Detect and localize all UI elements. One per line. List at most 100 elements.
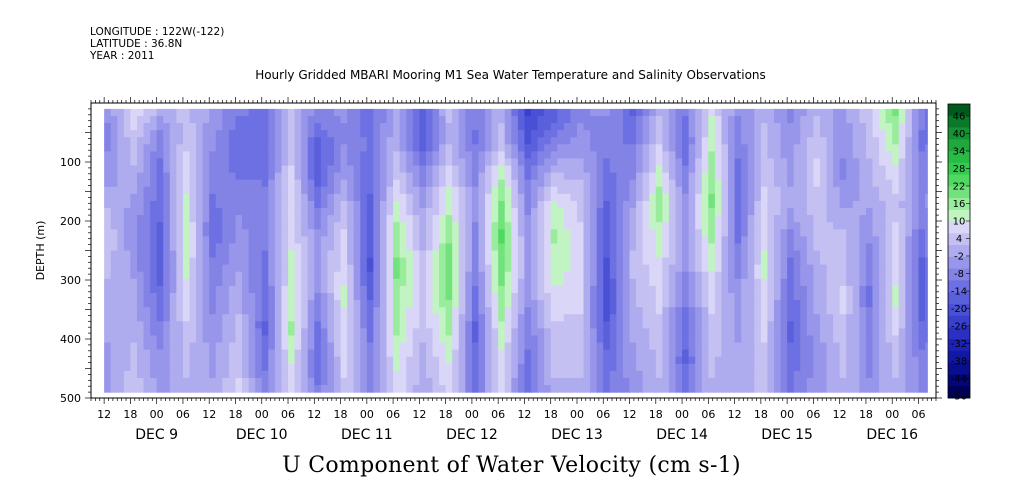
heatmap-cell bbox=[603, 123, 611, 131]
heatmap-cell bbox=[576, 222, 585, 230]
heatmap-cell bbox=[406, 130, 414, 138]
heatmap-cell bbox=[590, 349, 598, 358]
heatmap-cell bbox=[274, 292, 283, 301]
heatmap-cell bbox=[373, 208, 381, 216]
heatmap-cell bbox=[813, 130, 821, 138]
heatmap-cell bbox=[228, 158, 237, 167]
heatmap-cell bbox=[360, 307, 368, 315]
heatmap-cell bbox=[760, 321, 769, 329]
heatmap-cell bbox=[879, 328, 887, 337]
heatmap-cell bbox=[714, 342, 723, 351]
heatmap-cell bbox=[274, 300, 283, 308]
heatmap-cell bbox=[406, 264, 414, 273]
heatmap-cell bbox=[386, 222, 394, 230]
heatmap-cell bbox=[340, 356, 348, 365]
heatmap-cell bbox=[485, 377, 493, 386]
heatmap-cell bbox=[596, 193, 604, 202]
heatmap-cell bbox=[793, 321, 801, 329]
heatmap-cell bbox=[557, 179, 565, 188]
heatmap-cell bbox=[156, 321, 164, 329]
heatmap-cell bbox=[215, 172, 223, 181]
heatmap-cell bbox=[859, 193, 867, 202]
heatmap-cell bbox=[714, 349, 723, 358]
heatmap-cell bbox=[294, 222, 302, 230]
heatmap-cell bbox=[708, 130, 716, 138]
heatmap-cell bbox=[662, 257, 670, 266]
heatmap-cell bbox=[570, 151, 578, 160]
heatmap-cell bbox=[242, 165, 250, 174]
heatmap-cell bbox=[616, 271, 624, 280]
heatmap-cell bbox=[813, 193, 821, 202]
heatmap-cell bbox=[189, 292, 197, 301]
heatmap-cell bbox=[708, 236, 716, 245]
heatmap-cell bbox=[675, 222, 683, 230]
heatmap-cell bbox=[819, 385, 828, 393]
heatmap-cell bbox=[353, 363, 361, 372]
heatmap-cell bbox=[714, 137, 723, 145]
heatmap-cell bbox=[104, 172, 112, 181]
heatmap-cell bbox=[760, 172, 769, 181]
heatmap-cell bbox=[885, 321, 893, 329]
heatmap-cell bbox=[123, 193, 132, 202]
heatmap-cell bbox=[248, 342, 256, 351]
heatmap-cell bbox=[642, 377, 650, 386]
heatmap-cell bbox=[714, 222, 723, 230]
heatmap-cell bbox=[274, 321, 283, 329]
heatmap-cell bbox=[215, 243, 223, 252]
heatmap-cell bbox=[760, 186, 769, 195]
heatmap-cell bbox=[261, 243, 269, 252]
heatmap-cell bbox=[393, 208, 401, 216]
heatmap-cell bbox=[721, 300, 729, 308]
heatmap-cell bbox=[169, 137, 177, 145]
heatmap-cell bbox=[150, 356, 158, 365]
heatmap-cell bbox=[268, 292, 276, 301]
heatmap-cell bbox=[123, 123, 132, 131]
heatmap-cell bbox=[215, 193, 223, 202]
heatmap-cell bbox=[911, 151, 920, 160]
heatmap-cell bbox=[491, 292, 499, 301]
heatmap-cell bbox=[189, 356, 197, 365]
heatmap-cell bbox=[379, 314, 388, 322]
heatmap-cell bbox=[741, 285, 749, 294]
heatmap-cell bbox=[898, 285, 906, 294]
heatmap-cell bbox=[209, 172, 217, 181]
heatmap-cell bbox=[701, 179, 709, 188]
heatmap-cell bbox=[432, 335, 440, 344]
heatmap-cell bbox=[320, 271, 329, 280]
heatmap-cell bbox=[136, 186, 145, 195]
heatmap-cell bbox=[228, 229, 237, 237]
heatmap-cell bbox=[583, 342, 591, 351]
heatmap-cell bbox=[747, 300, 755, 308]
heatmap-cell bbox=[918, 335, 926, 344]
heatmap-cell bbox=[754, 314, 762, 322]
heatmap-cell bbox=[563, 328, 572, 337]
heatmap-cell bbox=[714, 285, 723, 294]
heatmap-cell bbox=[347, 179, 355, 188]
heatmap-cell bbox=[819, 115, 828, 124]
heatmap-cell bbox=[281, 321, 289, 329]
heatmap-cell bbox=[458, 108, 466, 117]
heatmap-cell bbox=[524, 115, 532, 124]
heatmap-cell bbox=[852, 285, 860, 294]
heatmap-cell bbox=[373, 314, 381, 322]
heatmap-cell bbox=[813, 349, 821, 358]
heatmap-cell bbox=[222, 137, 230, 145]
heatmap-cell bbox=[228, 137, 237, 145]
heatmap-cell bbox=[117, 370, 125, 379]
heatmap-cell bbox=[879, 363, 887, 372]
heatmap-cell bbox=[622, 349, 631, 358]
heatmap-cell bbox=[478, 137, 486, 145]
heatmap-cell bbox=[872, 363, 880, 372]
heatmap-cell bbox=[169, 328, 177, 337]
heatmap-cell bbox=[163, 137, 171, 145]
heatmap-cell bbox=[261, 186, 269, 195]
heatmap-cell bbox=[412, 356, 420, 365]
heatmap-cell bbox=[603, 158, 611, 167]
heatmap-cell bbox=[865, 215, 874, 223]
heatmap-cell bbox=[760, 300, 769, 308]
heatmap-cell bbox=[734, 137, 742, 145]
heatmap-cell bbox=[485, 250, 493, 259]
heatmap-cell bbox=[557, 137, 565, 145]
heatmap-cell bbox=[511, 243, 519, 252]
heatmap-cell bbox=[859, 179, 867, 188]
